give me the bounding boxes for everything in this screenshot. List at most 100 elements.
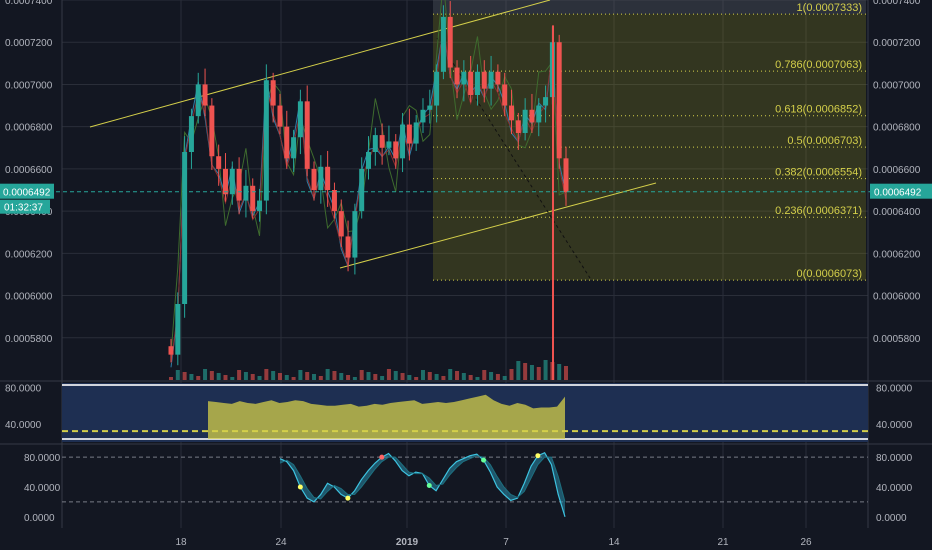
volume-bar: [509, 369, 514, 380]
fib-top-zone: [433, 0, 866, 15]
volume-bar: [393, 371, 398, 380]
candle[interactable]: [297, 101, 303, 138]
candle[interactable]: [284, 126, 290, 159]
candle[interactable]: [188, 116, 194, 152]
volume-bar: [536, 367, 541, 380]
volume-bar: [373, 374, 378, 380]
y-axis-label-left: 0.0007000: [5, 80, 53, 91]
candle[interactable]: [236, 168, 242, 201]
volume-bar: [550, 362, 555, 380]
candle[interactable]: [229, 168, 235, 195]
volume-bar: [441, 376, 446, 380]
volume-bars: [169, 360, 568, 380]
y-axis-label-left: 0.0006800: [5, 123, 53, 134]
candle[interactable]: [502, 84, 508, 106]
candle[interactable]: [366, 152, 371, 169]
candle[interactable]: [556, 42, 562, 159]
y-axis-label-right: 0.0006400: [873, 207, 921, 218]
volume-bar: [257, 376, 262, 380]
y-axis-label-right: 0.0006600: [873, 165, 921, 176]
fib-level-label: 0.382(0.0006554): [775, 167, 862, 179]
candle[interactable]: [318, 166, 324, 190]
sub1-y-label-left: 80.0000: [5, 384, 42, 395]
candle[interactable]: [400, 124, 406, 159]
candle[interactable]: [386, 141, 392, 148]
candle[interactable]: [250, 185, 256, 212]
volume-bar: [291, 377, 296, 380]
candle[interactable]: [331, 190, 337, 212]
volume-bar: [386, 369, 391, 380]
candle[interactable]: [379, 135, 385, 148]
volume-bar: [305, 372, 310, 380]
candle[interactable]: [536, 105, 542, 123]
volume-bar: [420, 370, 425, 380]
candle[interactable]: [216, 156, 222, 169]
candle[interactable]: [522, 109, 528, 133]
volume-bar: [339, 373, 344, 380]
candle[interactable]: [325, 166, 331, 190]
candle[interactable]: [202, 84, 208, 106]
candle[interactable]: [209, 105, 215, 157]
candle[interactable]: [406, 124, 412, 144]
candle[interactable]: [515, 120, 521, 133]
candle[interactable]: [563, 158, 569, 193]
candle[interactable]: [543, 97, 549, 106]
volume-bar: [448, 369, 453, 380]
candle[interactable]: [372, 135, 378, 152]
candle[interactable]: [257, 200, 263, 212]
candle[interactable]: [311, 168, 317, 190]
candle[interactable]: [352, 211, 358, 258]
candle[interactable]: [222, 168, 228, 195]
countdown-value: 01:32:37: [4, 203, 43, 214]
volume-bar: [175, 370, 180, 380]
candle[interactable]: [175, 304, 181, 355]
sub2-y-label-right: 80.0000: [876, 453, 913, 464]
sub1-y-label-left: 40.0000: [5, 420, 42, 431]
candle[interactable]: [434, 71, 440, 106]
candle[interactable]: [182, 152, 188, 304]
candle[interactable]: [461, 71, 467, 85]
fib-level-label: 0.618(0.0006852): [775, 104, 862, 116]
candle[interactable]: [529, 109, 535, 123]
candle[interactable]: [495, 71, 501, 85]
candle[interactable]: [474, 71, 480, 95]
volume-bar: [400, 373, 405, 380]
area-indicator: [208, 394, 565, 439]
candle[interactable]: [291, 137, 297, 159]
candle[interactable]: [420, 109, 426, 123]
candle[interactable]: [243, 185, 249, 201]
candle[interactable]: [270, 80, 276, 106]
candle[interactable]: [359, 168, 365, 212]
candle[interactable]: [454, 67, 460, 85]
volume-bar: [461, 373, 466, 380]
candle[interactable]: [447, 16, 453, 68]
candle[interactable]: [168, 346, 174, 355]
candle[interactable]: [440, 16, 446, 72]
candle[interactable]: [468, 71, 474, 95]
channel-upper-line[interactable]: [89, 0, 551, 128]
volume-bar: [352, 377, 357, 380]
volume-bar: [169, 377, 173, 380]
candle[interactable]: [488, 71, 494, 89]
x-axis-label: 18: [175, 537, 187, 548]
candle[interactable]: [413, 122, 419, 144]
fib-level-label: 0(0.0006073): [797, 268, 862, 280]
candle[interactable]: [393, 141, 399, 159]
candle[interactable]: [304, 101, 310, 169]
candle[interactable]: [345, 236, 351, 258]
candle[interactable]: [195, 84, 201, 117]
price-badge-left: [0, 183, 54, 199]
candle[interactable]: [509, 105, 515, 121]
candle[interactable]: [263, 80, 269, 201]
channel-lower-line[interactable]: [339, 182, 657, 269]
oscillator-fill: [280, 452, 565, 517]
candle[interactable]: [427, 105, 433, 110]
price-badge-right-value: 0.0006492: [874, 188, 922, 199]
x-axis-label: 2019: [396, 537, 419, 548]
candle[interactable]: [277, 105, 283, 127]
candle[interactable]: [481, 71, 487, 89]
candle[interactable]: [338, 211, 344, 237]
cross-marker: [297, 484, 303, 490]
fib-level-label: 0.5(0.0006703): [787, 135, 862, 147]
